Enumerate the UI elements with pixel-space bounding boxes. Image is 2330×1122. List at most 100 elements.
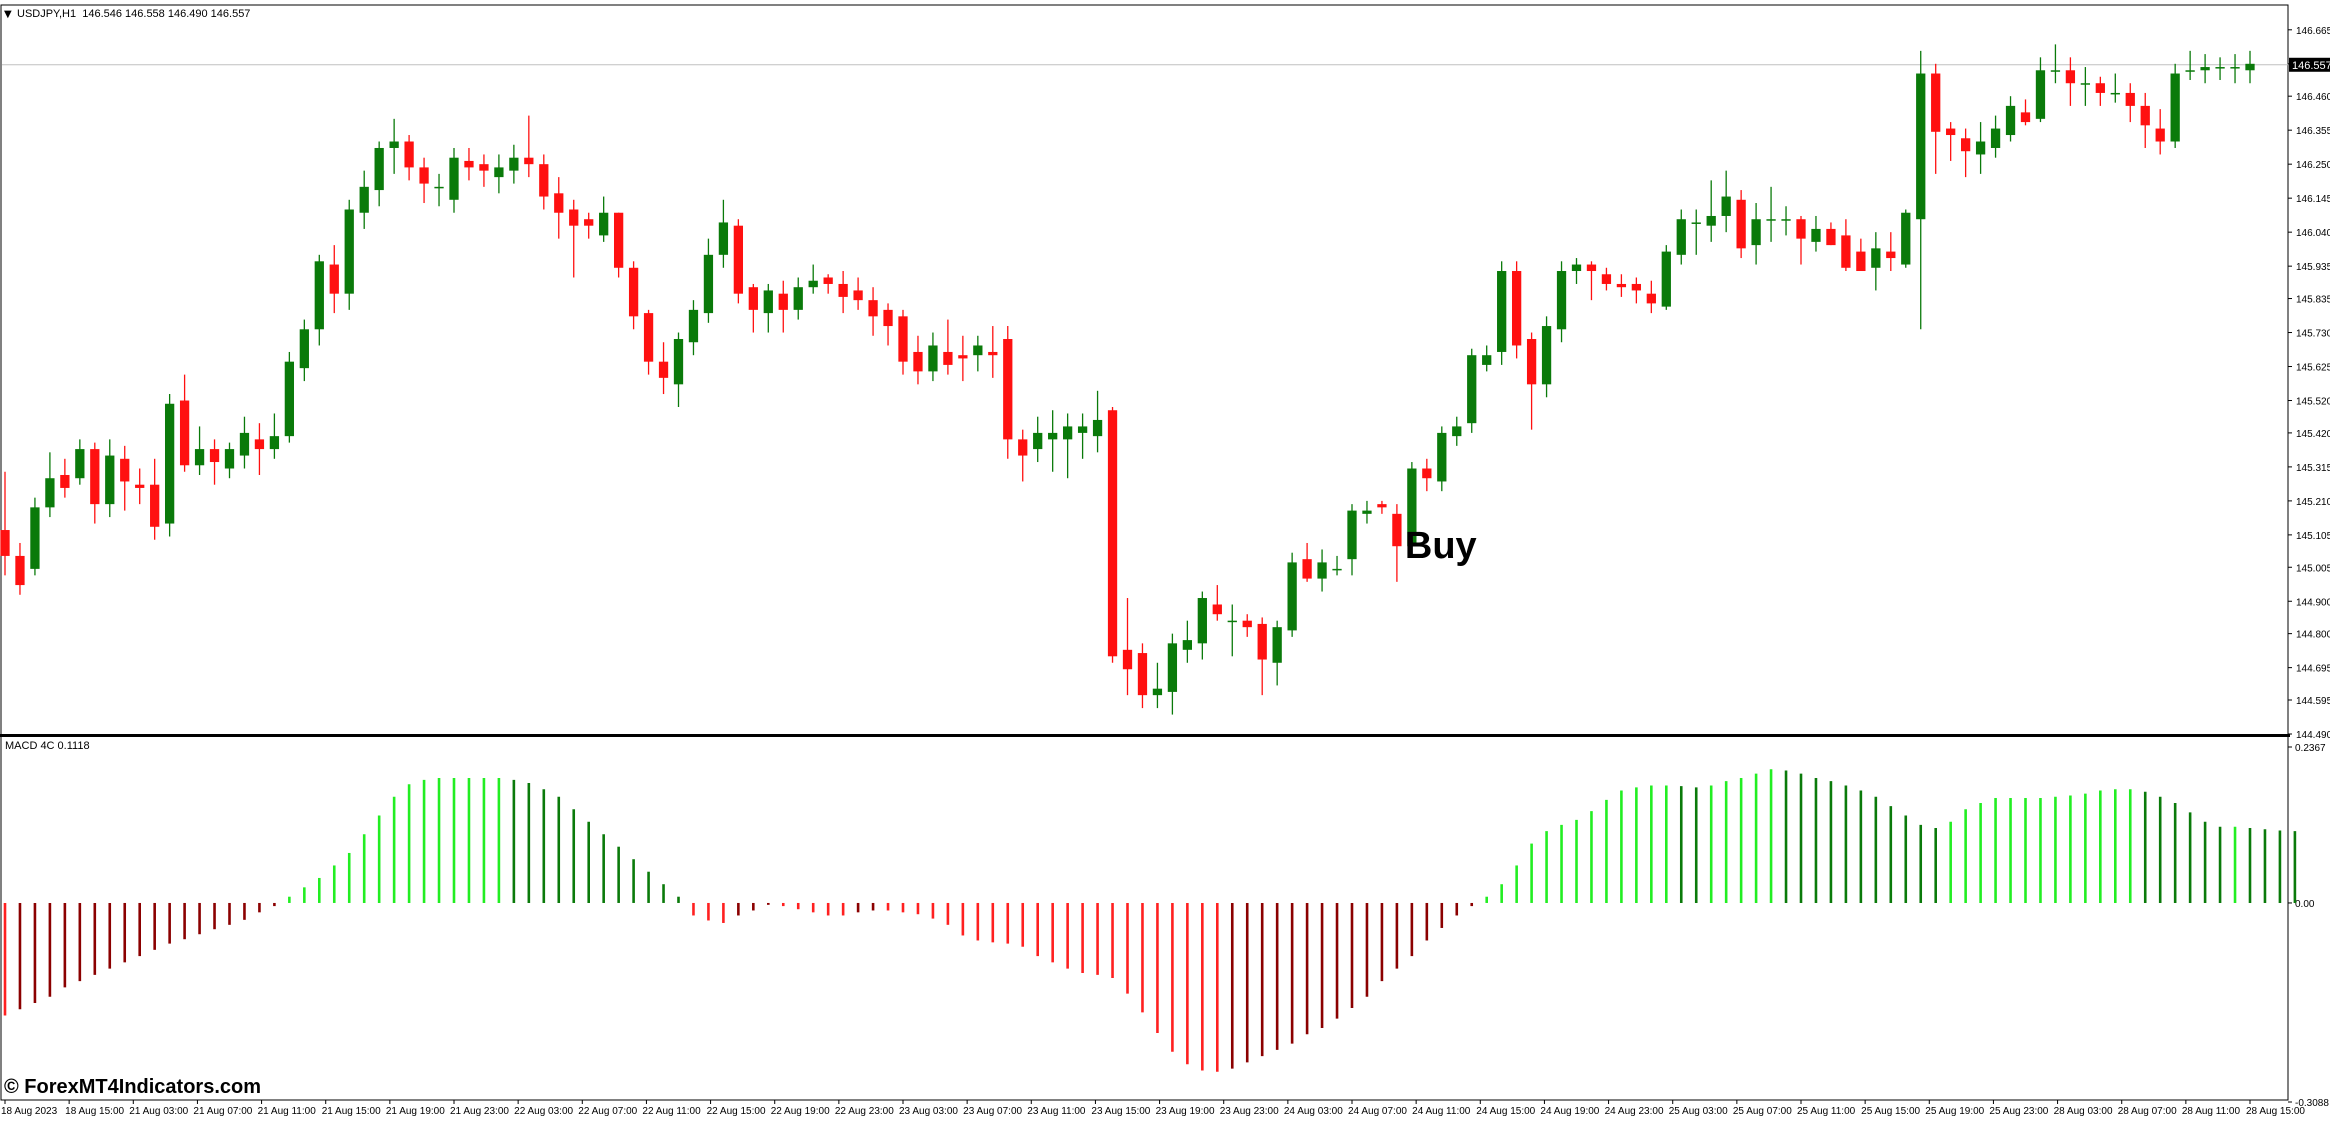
bear-candle <box>823 277 833 284</box>
bear-candle <box>658 361 669 378</box>
bear-candle <box>913 351 923 372</box>
candles-layer <box>0 44 2255 715</box>
time-tick-label: 23 Aug 19:00 <box>1156 1106 1215 1117</box>
price-tick-label: 146.355 <box>2296 126 2330 137</box>
bear-candle <box>643 313 654 362</box>
bear-candle <box>1392 513 1402 547</box>
bear-candle <box>90 449 100 505</box>
bear-candle <box>1841 235 1851 268</box>
bull-candle <box>1437 432 1447 482</box>
bear-candle <box>1257 623 1267 660</box>
bull-candle <box>344 209 354 294</box>
bull-candle <box>1691 222 1701 224</box>
bull-candle <box>688 309 699 343</box>
bull-candle <box>1332 568 1342 571</box>
bear-candle <box>988 351 998 356</box>
time-tick-label: 22 Aug 15:00 <box>707 1106 766 1117</box>
bear-candle <box>1826 228 1836 246</box>
bear-candle <box>1960 138 1971 152</box>
bull-candle <box>1482 355 1492 365</box>
bull-candle <box>718 222 729 255</box>
bear-candle <box>1122 649 1133 670</box>
time-tick-label: 24 Aug 07:00 <box>1348 1106 1407 1117</box>
bear-candle <box>1586 264 1597 272</box>
bear-candle <box>584 219 594 226</box>
bear-candle <box>554 193 564 213</box>
time-tick-label: 23 Aug 15:00 <box>1091 1106 1150 1117</box>
bull-candle <box>1975 141 1986 155</box>
price-tick-label: 145.420 <box>2296 429 2330 440</box>
price-tick-label: 144.800 <box>2296 630 2330 641</box>
bull-candle <box>75 449 85 479</box>
current-price-box <box>2289 57 2330 72</box>
bear-candle <box>868 300 878 317</box>
bear-candle <box>1107 410 1118 657</box>
price-tick-label: 144.695 <box>2296 664 2330 675</box>
bull-candle <box>1721 196 1731 216</box>
bear-candle <box>15 555 25 586</box>
bull-candle <box>1811 228 1821 242</box>
bull-candle <box>269 436 280 450</box>
bear-candle <box>2140 105 2150 126</box>
bull-candle <box>434 186 444 189</box>
bull-candle <box>1916 73 1926 220</box>
bull-candle <box>1167 643 1178 692</box>
bull-candle <box>374 147 384 191</box>
bear-candle <box>778 293 788 310</box>
bull-candle <box>1990 128 2001 148</box>
bear-candle <box>1526 339 1537 385</box>
bear-candle <box>1631 283 1642 291</box>
time-axis: 18 Aug 2023 18 Aug 15:00 21 Aug 03:00 21 Au… <box>1 1100 2305 1117</box>
bear-candle <box>150 484 160 527</box>
price-tick-label: 144.595 <box>2296 696 2330 707</box>
bull-candle <box>2170 73 2180 142</box>
time-tick-label: 25 Aug 23:00 <box>1989 1106 2048 1117</box>
bull-candle <box>2035 70 2046 119</box>
bull-candle <box>1092 419 1103 437</box>
bull-candle <box>703 254 714 314</box>
chart-header-arrow-icon[interactable]: ▼ <box>4 9 12 20</box>
bull-candle <box>2110 92 2120 95</box>
bear-candle <box>464 160 474 168</box>
time-tick-label: 22 Aug 07:00 <box>578 1106 637 1117</box>
bear-candle <box>1886 251 1896 259</box>
time-tick-label: 18 Aug 2023 <box>1 1106 58 1117</box>
time-tick-label: 25 Aug 03:00 <box>1669 1106 1728 1117</box>
bear-candle <box>1736 199 1746 249</box>
time-tick-label: 22 Aug 03:00 <box>514 1106 573 1117</box>
macd-panel <box>0 735 2289 1101</box>
bull-candle <box>2050 70 2061 72</box>
price-tick-label: 145.935 <box>2296 262 2330 273</box>
bull-candle <box>30 507 40 569</box>
bull-candle <box>1048 432 1058 440</box>
bull-candle <box>1452 426 1462 437</box>
bear-candle <box>1796 219 1806 239</box>
bear-candle <box>1377 504 1387 508</box>
bear-candle <box>1422 468 1432 479</box>
price-tick-label: 146.145 <box>2296 194 2330 205</box>
bear-candle <box>1242 620 1252 628</box>
time-tick-label: 24 Aug 15:00 <box>1476 1106 1535 1117</box>
time-tick-label: 28 Aug 15:00 <box>2246 1106 2305 1117</box>
bear-candle <box>254 439 265 450</box>
bull-candle <box>239 432 250 456</box>
time-tick-label: 21 Aug 03:00 <box>129 1106 188 1117</box>
bear-candle <box>2095 83 2105 93</box>
bear-candle <box>120 458 130 482</box>
price-tick-label: 145.315 <box>2296 463 2330 474</box>
price-tick-label: 145.005 <box>2296 563 2330 574</box>
bull-candle <box>1541 326 1552 385</box>
time-tick-label: 22 Aug 11:00 <box>642 1106 701 1117</box>
price-tick-label: 145.210 <box>2296 497 2330 508</box>
time-tick-label: 21 Aug 23:00 <box>450 1106 509 1117</box>
bull-candle <box>1227 620 1237 623</box>
time-tick-label: 25 Aug 19:00 <box>1925 1106 1984 1117</box>
time-tick-label: 18 Aug 15:00 <box>65 1106 124 1117</box>
bull-candle <box>1407 468 1417 547</box>
bull-candle <box>1317 562 1327 579</box>
bull-candle <box>389 141 399 148</box>
bull-candle <box>808 280 818 288</box>
bear-candle <box>419 167 429 184</box>
bull-candle <box>1751 219 1761 246</box>
bear-candle <box>329 264 339 294</box>
